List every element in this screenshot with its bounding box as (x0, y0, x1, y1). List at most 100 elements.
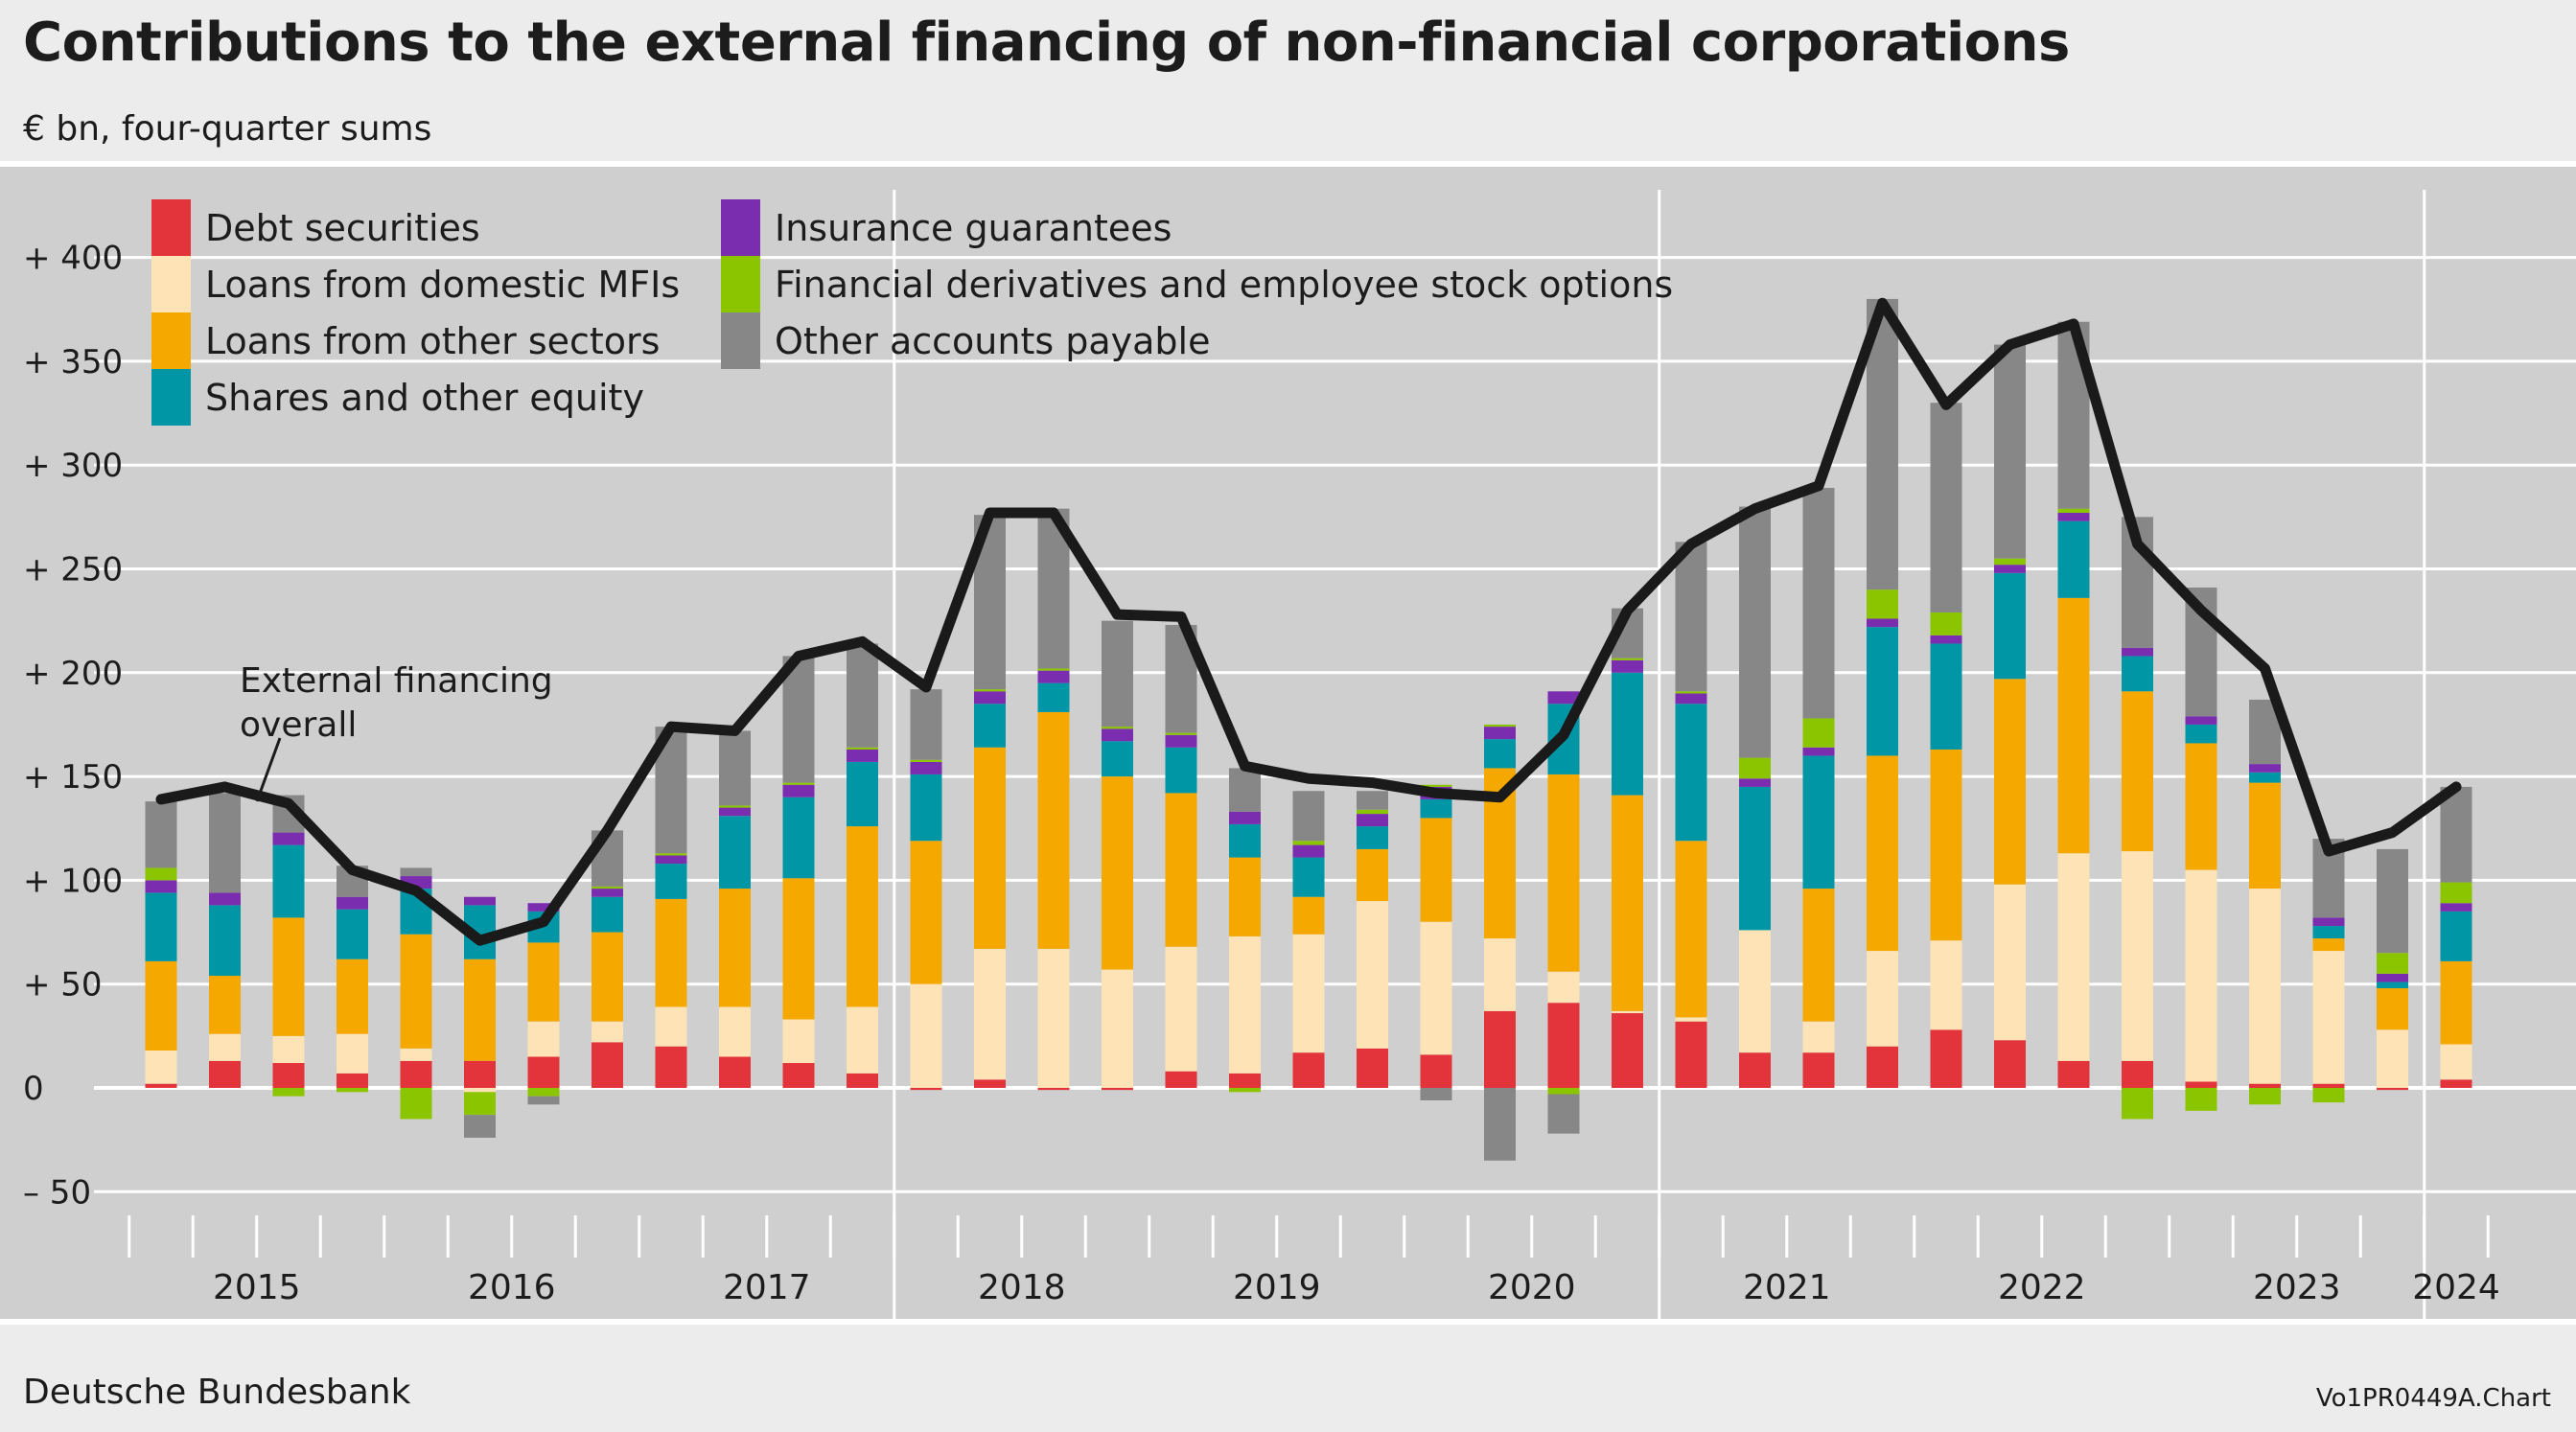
legend: Debt securities Loans from domestic MFIs L… (151, 199, 1673, 426)
bar-segment (2377, 982, 2408, 989)
bar-segment (782, 797, 815, 879)
bar-segment (2249, 1083, 2281, 1088)
bar-segment (2377, 848, 2408, 954)
y-tick-label: – 50 (23, 1173, 91, 1212)
bar-segment (1292, 791, 1325, 842)
bar-segment (1867, 755, 1898, 952)
bar-segment (782, 1063, 815, 1088)
bar-segment (2122, 647, 2153, 657)
bar-segment (719, 1056, 751, 1088)
panel-bottom-border (0, 1319, 2576, 1325)
bar-segment (1739, 506, 1771, 758)
bar-segment (272, 1035, 305, 1064)
bar-segment (337, 959, 368, 1034)
bar-segment (272, 1088, 305, 1097)
bar-segment (272, 1063, 305, 1088)
bar-segment (1484, 1088, 1516, 1161)
bar-segment (1292, 1052, 1325, 1088)
bar-segment (1037, 668, 1070, 671)
bar-segment (400, 934, 432, 1049)
bar-segment (592, 889, 623, 897)
bar-segment (2185, 724, 2217, 744)
legend-swatch (151, 199, 191, 256)
bar-segment (1930, 635, 1962, 644)
bar-segment (1420, 798, 1452, 819)
bar-segment (1930, 1029, 1962, 1088)
bar-segment (782, 782, 815, 785)
bar-segment (209, 1033, 241, 1061)
x-year-label: 2023 (2253, 1268, 2341, 1307)
bar-segment (209, 976, 241, 1034)
bar-segment (1802, 488, 1835, 719)
bar-segment (2440, 960, 2472, 1045)
bar-segment (1675, 691, 1707, 694)
bar-segment (1612, 795, 1643, 1011)
source-label: Deutsche Bundesbank (23, 1373, 411, 1412)
bar-segment (1165, 946, 1197, 1072)
bar-segment (974, 1079, 1006, 1088)
bar-segment (2249, 772, 2281, 783)
bar-segment (1165, 734, 1197, 748)
bar-segment (847, 1073, 878, 1088)
bar-segment (1675, 542, 1707, 692)
bar-segment (1867, 589, 1898, 619)
bar-segment (592, 896, 623, 933)
bar-segment (847, 826, 878, 1007)
bar-segment (1037, 948, 1070, 1088)
bar-segment (1675, 841, 1707, 1018)
bar-segment (272, 844, 305, 918)
bar-segment (1229, 823, 1261, 858)
legend-swatch (151, 312, 191, 369)
bar-segment (1102, 969, 1133, 1088)
bar-segment (1484, 727, 1516, 740)
bar-segment (2377, 953, 2408, 974)
bar-segment (1994, 884, 2026, 1041)
bar-segment (209, 1060, 241, 1088)
bar-segment (1739, 1052, 1771, 1088)
bar-segment (910, 774, 942, 842)
bar-segment (2377, 988, 2408, 1030)
bar-segment (464, 1060, 496, 1088)
x-year-label: 2022 (1998, 1268, 2086, 1307)
bar-segment (1867, 627, 1898, 756)
bar-segment (1547, 774, 1580, 972)
y-tick-label: + 400 (23, 240, 123, 278)
bar-segment (974, 948, 1006, 1080)
x-year-label: 2024 (2412, 1268, 2500, 1307)
bar-segment (1037, 711, 1070, 949)
bar-segment (719, 805, 751, 808)
bar-segment (1357, 901, 1388, 1049)
bar-segment (1037, 670, 1070, 683)
bar-segment (1102, 727, 1133, 729)
bar-segment (1675, 1021, 1707, 1088)
bar-segment (2312, 917, 2345, 927)
bar-segment (1547, 691, 1580, 704)
bar-segment (847, 749, 878, 762)
y-tick-label: + 350 (23, 343, 123, 381)
bar-segment (2057, 520, 2090, 598)
bar-segment (1229, 768, 1261, 812)
bar-segment (847, 643, 878, 748)
bar-segment (1612, 659, 1643, 673)
bar-segment (337, 1088, 368, 1093)
bar-segment (2122, 1060, 2153, 1088)
bar-segment (974, 689, 1006, 692)
total-line (155, 297, 2462, 946)
legend-label: Shares and other equity (205, 377, 644, 419)
legend-swatch (151, 256, 191, 312)
bar-segment (1994, 565, 2026, 573)
bar-segment (145, 801, 177, 868)
bar-segment (1547, 1003, 1580, 1088)
bar-segment (1930, 643, 1962, 750)
bar-segment (145, 960, 177, 1051)
bar-segment (1612, 1013, 1643, 1088)
bar-segment (1802, 718, 1835, 748)
bar-segment (1994, 558, 2026, 566)
legend-label: Financial derivatives and employee stock… (775, 264, 1673, 306)
bar-segment (1102, 776, 1133, 970)
bar-segment (400, 867, 432, 877)
bar-segment (400, 1060, 432, 1088)
bar-segment (1612, 672, 1643, 796)
